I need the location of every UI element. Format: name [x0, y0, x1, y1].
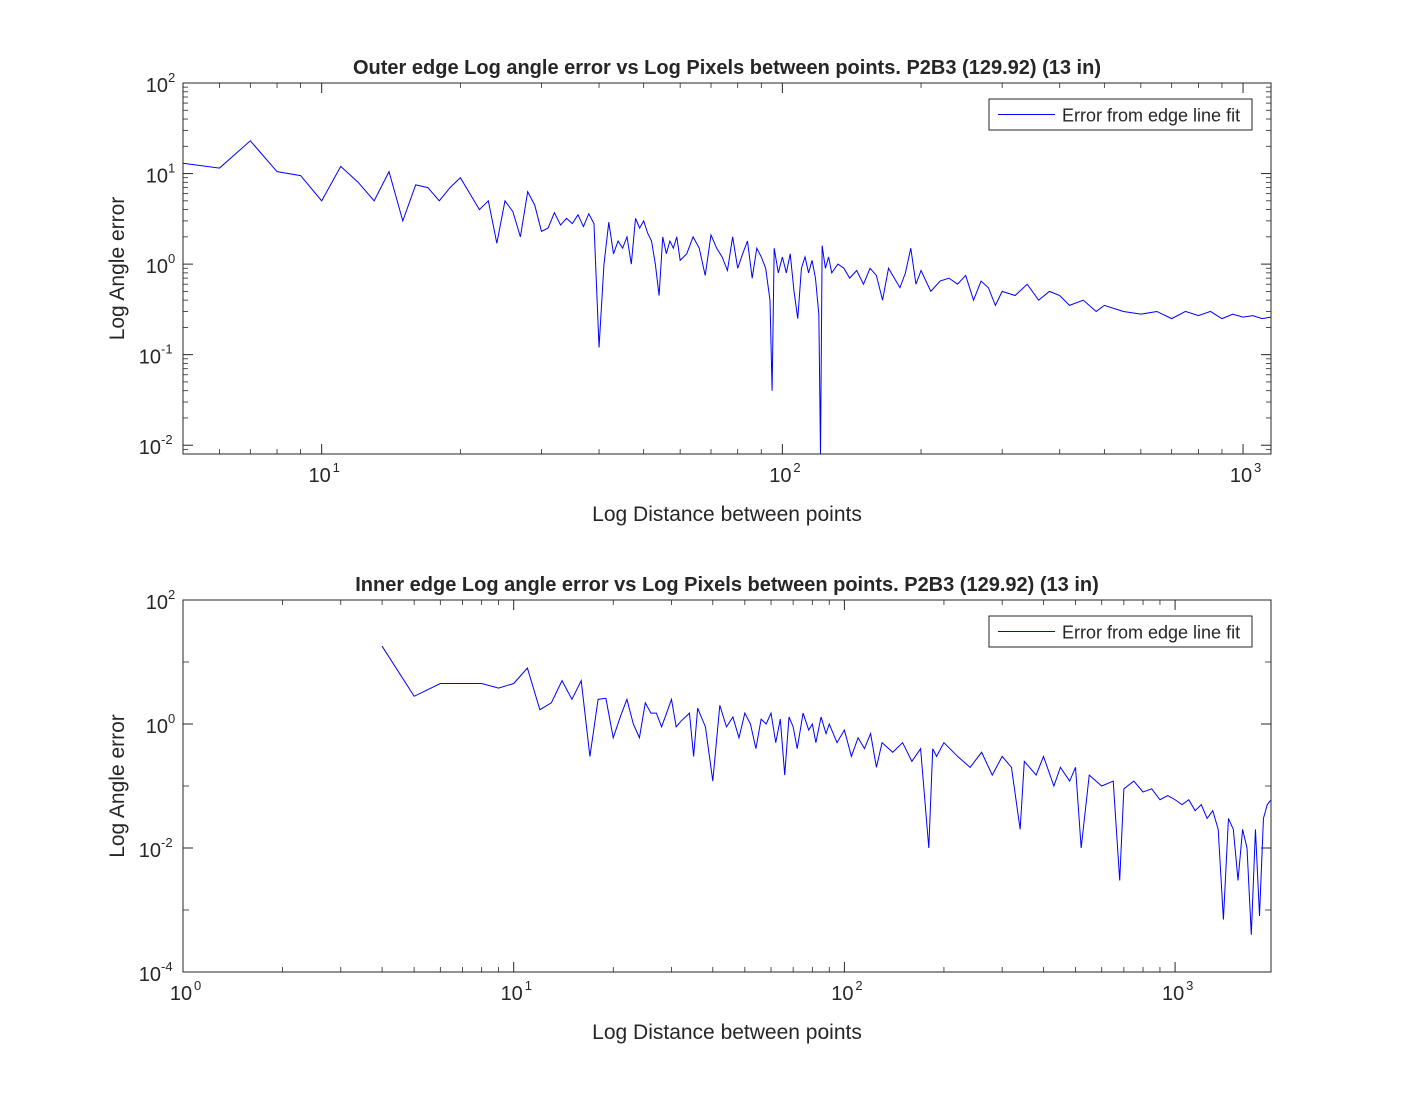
y-tick-label-base: 10 — [139, 840, 161, 862]
x-tick-label-exponent: 2 — [855, 978, 862, 993]
chart-title: Outer edge Log angle error vs Log Pixels… — [353, 57, 1101, 79]
x-tick-label-exponent: 1 — [333, 460, 340, 475]
outer-edge-chart: 10 1 10 2 10 310 -210 -110 010 110 2 Outer edge Log… — [106, 57, 1272, 526]
y-tick-label-exponent: -1 — [161, 342, 173, 357]
legend-label: Error from edge line fit — [1062, 106, 1240, 126]
x-tick-label-exponent: 0 — [194, 978, 201, 993]
inner-edge-chart: 10 0 10 1 10 2 10 310 -410 -210 010 2 Inner edge Log… — [106, 574, 1272, 1044]
chart-title: Inner edge Log angle error vs Log Pixels… — [355, 574, 1099, 596]
series-line — [381, 645, 1271, 935]
y-tick-label-base: 10 — [146, 75, 168, 97]
y-tick-label-base: 10 — [139, 347, 161, 369]
plot-area — [183, 600, 1271, 972]
y-tick-label-exponent: -2 — [161, 432, 173, 447]
x-tick-label-exponent: 1 — [525, 978, 532, 993]
y-tick-label-base: 10 — [139, 964, 161, 986]
y-tick-label-exponent: 0 — [168, 251, 175, 266]
x-tick-label-base: 10 — [170, 983, 192, 1005]
y-axis-label: Log Angle error — [106, 714, 129, 858]
y-axis-label: Log Angle error — [106, 197, 129, 341]
y-tick-label-exponent: 2 — [168, 70, 175, 85]
x-axis-label: Log Distance between points — [592, 1021, 862, 1044]
y-tick-label-base: 10 — [146, 592, 168, 614]
y-tick-label-exponent: 1 — [168, 161, 175, 176]
y-tick-label-exponent: -2 — [161, 835, 173, 850]
y-tick-label-base: 10 — [146, 716, 168, 738]
y-tick-label-exponent: -4 — [161, 959, 173, 974]
axes-box — [182, 599, 1272, 973]
y-tick-label-base: 10 — [146, 256, 168, 278]
axes-box — [182, 82, 1272, 455]
y-tick-label-base: 10 — [146, 166, 168, 188]
x-tick-label-base: 10 — [769, 465, 791, 487]
x-axis-label: Log Distance between points — [592, 503, 862, 526]
legend: Error from edge line fit — [988, 98, 1253, 131]
x-tick-label-exponent: 3 — [1254, 460, 1261, 475]
legend-label: Error from edge line fit — [1062, 623, 1240, 643]
x-tick-label-base: 10 — [501, 983, 523, 1005]
x-tick-label-exponent: 2 — [793, 460, 800, 475]
legend: Error from edge line fit — [988, 615, 1253, 648]
x-tick-label-base: 10 — [1230, 465, 1252, 487]
x-tick-label-base: 10 — [309, 465, 331, 487]
x-tick-label-exponent: 3 — [1186, 978, 1193, 993]
series-line — [183, 140, 1271, 454]
y-tick-label-exponent: 0 — [168, 711, 175, 726]
x-tick-label-base: 10 — [1162, 983, 1184, 1005]
x-tick-label-base: 10 — [831, 983, 853, 1005]
y-tick-label-base: 10 — [139, 437, 161, 459]
y-tick-label-exponent: 2 — [168, 587, 175, 602]
